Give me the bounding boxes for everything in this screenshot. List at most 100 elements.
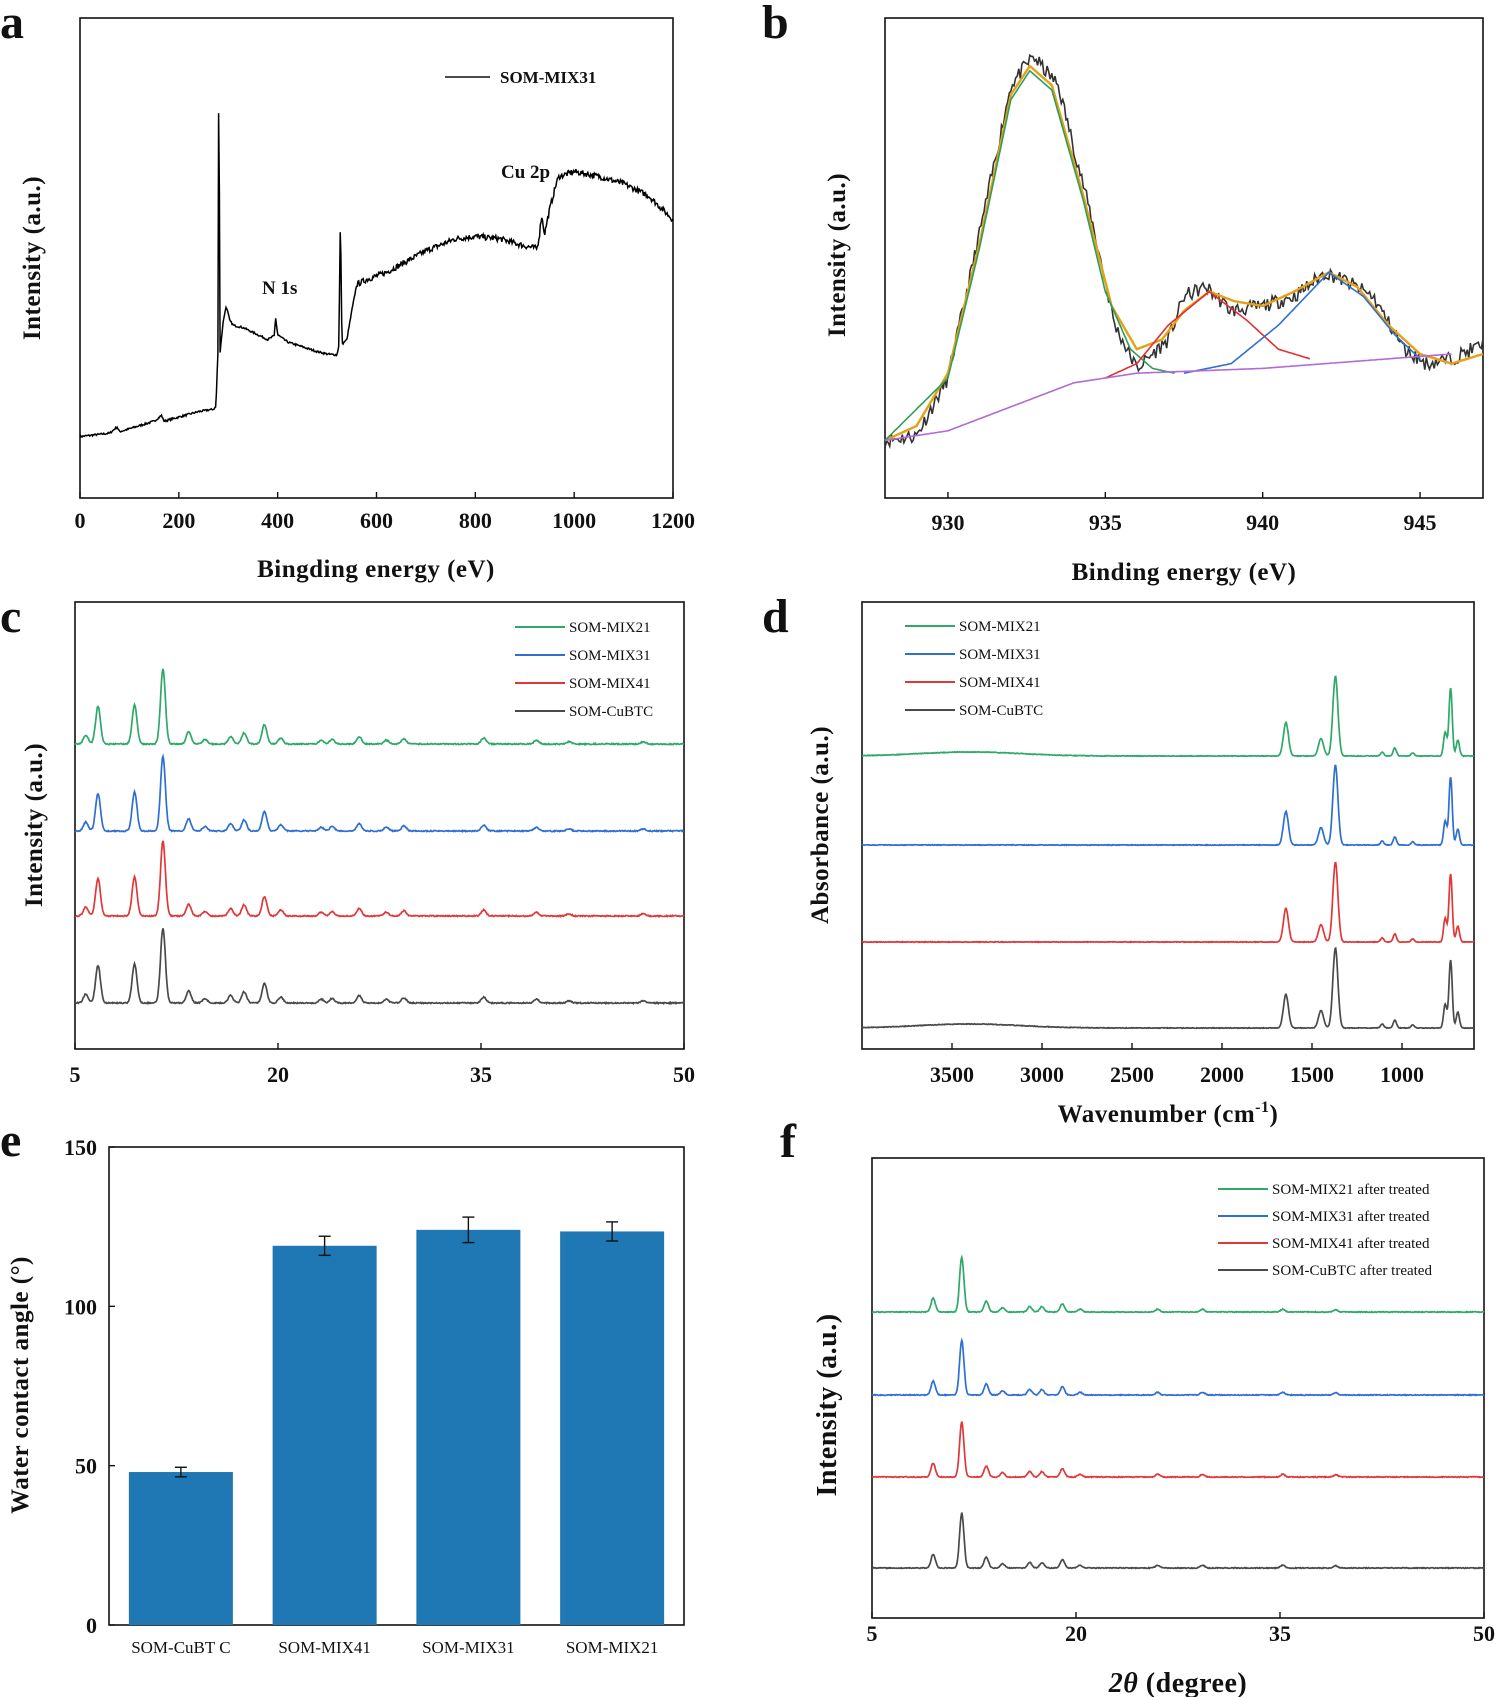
panel-d-series-line	[861, 861, 1475, 944]
panel-a-x-tick-label: 800	[459, 508, 492, 533]
panel-a-plot	[79, 113, 674, 438]
panel-f-legend-label: SOM-MIX41 after treated	[1272, 1236, 1430, 1252]
panel-d-plot	[861, 675, 1475, 1030]
panel-a-annotation-cu2p: Cu 2p	[501, 162, 550, 183]
panel-c-label: c	[0, 590, 21, 643]
panel-e-bar	[128, 1472, 233, 1625]
panel-d-frame	[861, 601, 1475, 1050]
panel-f-x-tick-label: 20	[1065, 1621, 1087, 1646]
panel-e-bar	[560, 1231, 665, 1625]
panel-c-legend-label: SOM-MIX21	[569, 620, 651, 636]
panel-e-plot: SOM-CuBT C SOM-MIX41 SOM-MIX31 SOM-MIX21	[128, 1216, 665, 1657]
panel-a-x-tick-label: 600	[360, 508, 393, 533]
panel-c-series-line	[74, 753, 685, 834]
panel-c-y-axis-title: Intensity (a.u.)	[21, 743, 48, 907]
panel-f-series-line	[871, 1337, 1485, 1397]
panel-b-series-line	[1183, 271, 1421, 374]
panel-e-category-label: SOM-CuBT C	[131, 1638, 230, 1657]
panel-e-bar	[416, 1229, 521, 1625]
panel-e-ticks: 0 50 100 150	[64, 1135, 115, 1638]
panel-c-series-line	[74, 928, 685, 1006]
panel-d-legend-label: SOM-MIX21	[959, 619, 1041, 635]
panel-f-x-axis-title: 2θ (degree)	[1108, 1668, 1247, 1697]
panel-d: d 3500 3000 2500 2000 1500 1000 SOM-MIX21SOM-…	[762, 590, 1475, 1128]
panel-f-legend-label: SOM-MIX31 after treated	[1272, 1209, 1430, 1225]
panel-f-series-line	[871, 1512, 1485, 1570]
panel-d-series-line	[861, 764, 1475, 847]
panel-a-x-tick-label: 400	[261, 508, 294, 533]
panel-f-x-tick-label: 50	[1473, 1621, 1495, 1646]
panel-b-series-line	[884, 69, 1175, 441]
panel-e-y-tick-label: 100	[64, 1294, 97, 1319]
panel-e-y-tick-label: 150	[64, 1135, 97, 1160]
panel-a-annotation-n1s: N 1s	[262, 278, 297, 299]
panel-e-y-tick-label: 50	[75, 1454, 97, 1479]
panel-e-bar	[272, 1245, 377, 1625]
panel-a-x-tick-label: 1000	[552, 508, 596, 533]
panel-c-x-tick-label: 50	[673, 1062, 695, 1087]
panel-b-x-tick-label: 930	[931, 510, 964, 535]
panel-f-series-line	[871, 1254, 1485, 1314]
panel-d-x-tick-label: 3000	[1020, 1062, 1064, 1087]
panel-e-y-tick-label: 0	[86, 1613, 97, 1638]
panel-a-label: a	[0, 0, 24, 49]
panel-c-frame	[74, 601, 685, 1050]
panel-f-label: f	[780, 1115, 797, 1168]
panel-f-series-line	[871, 1421, 1485, 1479]
panel-c-series-line	[74, 668, 685, 746]
panel-c-ticks: 5 20 35 50	[70, 1043, 695, 1087]
panel-f-x-axis-title-theta: 2θ	[1108, 1668, 1139, 1697]
panel-b-series-line	[1104, 290, 1311, 379]
panel-c-x-tick-label: 35	[470, 1062, 492, 1087]
panel-f-y-axis-title: Intensity (a.u.)	[812, 1313, 843, 1496]
panel-c-legend-label: SOM-MIX41	[569, 676, 651, 692]
panel-b-series-line	[884, 64, 1484, 442]
panel-a-y-axis-title: Intensity (a.u.)	[19, 176, 46, 340]
panel-d-series-line	[861, 946, 1475, 1030]
panel-b-label: b	[762, 0, 789, 49]
panel-d-legend-label: SOM-MIX41	[959, 675, 1041, 691]
panel-d-ticks: 3500 3000 2500 2000 1500 1000	[930, 1043, 1424, 1087]
panel-d-x-tick-label: 3500	[930, 1062, 974, 1087]
panel-d-legend: SOM-MIX21 SOM-MIX31 SOM-MIX41 SOM-CuBTC	[905, 619, 1043, 719]
panel-b-series-line	[884, 53, 1484, 450]
panel-d-x-tick-label: 1500	[1290, 1062, 1334, 1087]
panel-c-series-line	[74, 840, 685, 919]
panel-f-frame	[871, 1157, 1485, 1619]
panel-b: b 930 935 940 945 Binding energy (eV) Inten…	[762, 0, 1484, 586]
panel-d-x-axis-title-end: )	[1270, 1101, 1279, 1128]
panel-e-label: e	[0, 1114, 21, 1167]
panel-b-y-axis-title: Intensity (a.u.)	[824, 173, 851, 337]
panel-a-legend-label: SOM-MIX31	[500, 68, 596, 87]
panel-f-ticks: 5 20 35 50	[867, 1612, 1495, 1646]
panel-f-legend-label: SOM-CuBTC after treated	[1272, 1263, 1432, 1279]
panel-a-x-tick-label: 0	[75, 508, 86, 533]
panel-b-ticks: 930 935 940 945	[931, 492, 1437, 535]
panel-d-x-axis-title-sup: -1	[1255, 1099, 1269, 1116]
panel-e-category-label: SOM-MIX41	[278, 1638, 371, 1657]
panel-b-x-axis-title: Binding energy (eV)	[1072, 559, 1297, 586]
panel-a-x-axis-title: Bingding energy (eV)	[257, 556, 495, 583]
panel-e-y-axis-title: Water contact angle (°)	[7, 1256, 34, 1514]
panel-d-x-tick-label: 2500	[1110, 1062, 1154, 1087]
panel-a-x-tick-label: 200	[162, 508, 195, 533]
panel-a: a 0 200 400 600 800 1000 1200 SOM-MIX31 N 1s C…	[0, 0, 695, 583]
panel-e-category-label: SOM-MIX31	[422, 1638, 515, 1657]
panel-f-x-tick-label: 5	[867, 1621, 878, 1646]
panel-c-legend: SOM-MIX21 SOM-MIX31 SOM-MIX41 SOM-CuBTC	[515, 620, 653, 720]
panel-c-x-tick-label: 20	[267, 1062, 289, 1087]
panel-c-plot	[74, 668, 685, 1006]
panel-d-x-tick-label: 1000	[1380, 1062, 1424, 1087]
panel-d-legend-label: SOM-CuBTC	[959, 703, 1043, 719]
panel-d-y-axis-title: Absorbance (a.u.)	[807, 726, 834, 924]
panel-f-plot	[871, 1254, 1485, 1570]
panel-d-legend-label: SOM-MIX31	[959, 647, 1041, 663]
panel-b-series-line	[884, 353, 1452, 442]
panel-a-series-line	[79, 113, 674, 438]
panel-f-legend-label: SOM-MIX21 after treated	[1272, 1182, 1430, 1198]
panel-b-plot	[884, 53, 1484, 450]
panel-a-ticks: 0 200 400 600 800 1000 1200	[75, 492, 695, 533]
panel-b-x-tick-label: 935	[1089, 510, 1122, 535]
panel-a-frame	[79, 17, 674, 499]
